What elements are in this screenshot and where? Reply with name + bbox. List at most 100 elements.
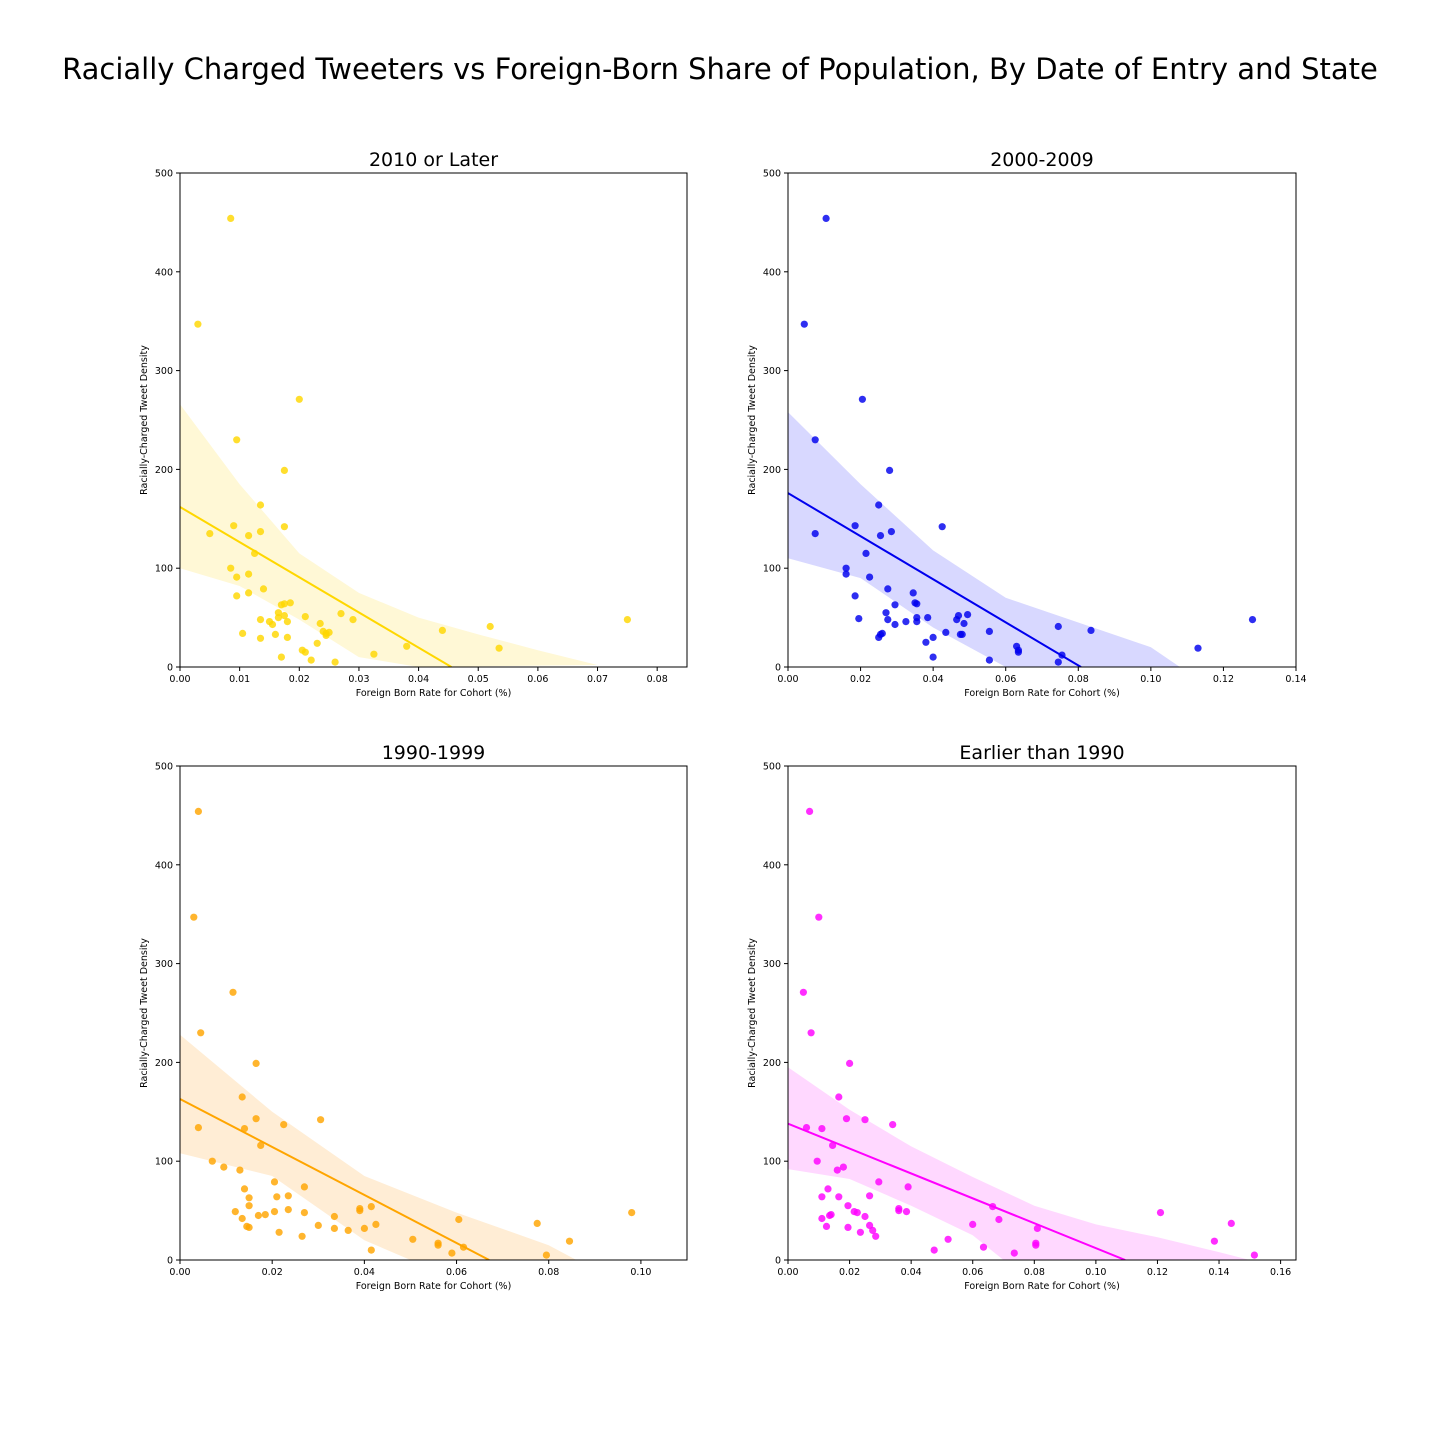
data-point — [252, 1059, 260, 1067]
data-point — [367, 1246, 375, 1254]
data-point — [230, 522, 238, 530]
x-axis-label: Foreign Born Rate for Cohort (%) — [964, 1281, 1120, 1292]
data-point — [330, 1224, 338, 1232]
y-tick-label: 500 — [155, 762, 173, 773]
regression-line — [180, 506, 452, 667]
panel-title: Earlier than 1990 — [959, 742, 1124, 764]
plot-area — [180, 214, 632, 667]
data-point — [270, 1208, 279, 1216]
data-point — [855, 615, 863, 623]
data-point — [1156, 1209, 1165, 1217]
data-point — [922, 638, 930, 646]
data-point — [985, 627, 994, 636]
y-axis-label: Racially-Charged Tweet Density — [139, 938, 150, 1088]
data-point — [1227, 1219, 1235, 1227]
data-point — [1032, 1241, 1040, 1249]
data-point — [277, 653, 285, 661]
data-point — [495, 644, 503, 652]
data-point — [245, 1223, 253, 1231]
x-tick-label: 0.00 — [777, 674, 798, 685]
data-point — [806, 807, 814, 816]
data-point — [254, 1211, 262, 1220]
data-point — [995, 1215, 1003, 1224]
data-point — [206, 530, 214, 538]
data-point — [280, 612, 288, 620]
data-point — [853, 1209, 861, 1217]
data-point — [356, 1207, 364, 1215]
data-point — [280, 523, 288, 531]
data-point — [256, 528, 265, 536]
data-point — [1054, 658, 1062, 666]
data-point — [875, 501, 883, 509]
x-axis-label: Foreign Born Rate for Cohort (%) — [964, 688, 1120, 699]
x-tick-label: 0.04 — [923, 674, 944, 685]
data-point — [964, 611, 972, 619]
data-point — [229, 988, 237, 996]
data-point — [884, 585, 892, 593]
data-point — [349, 616, 357, 624]
plot-area — [788, 214, 1257, 667]
axes-frame — [179, 172, 688, 668]
data-point — [240, 1185, 249, 1193]
x-tick-label: 0.08 — [1024, 1267, 1045, 1278]
y-tick-label: 100 — [155, 1157, 173, 1168]
x-tick-label: 0.00 — [169, 674, 190, 685]
data-point — [301, 613, 309, 621]
y-tick-label: 200 — [155, 1058, 173, 1069]
data-point — [233, 573, 241, 581]
data-point — [844, 1202, 852, 1210]
y-tick-label: 200 — [155, 465, 173, 476]
axes-frame — [787, 765, 1297, 1261]
data-point — [886, 466, 894, 474]
data-point — [913, 600, 921, 608]
x-tick-label: 0.06 — [446, 1267, 467, 1278]
panel-title: 2010 or Later — [369, 149, 498, 171]
data-point — [842, 570, 850, 578]
data-point — [813, 1157, 821, 1165]
data-point — [337, 610, 345, 618]
data-point — [1010, 1249, 1018, 1257]
data-point — [835, 1193, 843, 1201]
data-point — [284, 1206, 292, 1214]
data-point — [271, 630, 279, 639]
data-point — [283, 633, 291, 642]
data-point — [301, 648, 309, 656]
chart-panel-4: 0.00 0.02 0.04 0.06 0.08 0.10 0.12 0.14 0.16 0 100… — [747, 742, 1297, 1292]
data-point — [300, 1183, 308, 1191]
data-point — [231, 1208, 239, 1216]
data-point — [233, 436, 241, 444]
data-point — [240, 1125, 249, 1133]
data-point — [286, 599, 294, 607]
y-tick-label: 200 — [763, 465, 781, 476]
data-point — [861, 1212, 869, 1221]
data-point — [866, 1192, 874, 1200]
data-point — [330, 1212, 338, 1221]
data-point — [245, 1194, 253, 1202]
y-tick-label: 400 — [155, 860, 173, 871]
data-point — [895, 1207, 903, 1215]
data-point — [238, 1093, 246, 1101]
confidence-band — [180, 404, 598, 667]
data-point — [889, 1121, 897, 1129]
data-point — [856, 1228, 865, 1236]
data-point — [884, 616, 892, 624]
y-tick-label: 300 — [155, 366, 173, 377]
data-point — [815, 913, 823, 921]
panel-title: 1990-1999 — [382, 742, 486, 764]
data-point — [245, 532, 253, 540]
data-point — [851, 592, 859, 600]
data-point — [876, 532, 885, 540]
x-tick-label: 0.10 — [1140, 674, 1161, 685]
data-point — [1210, 1237, 1218, 1245]
data-point — [924, 614, 932, 622]
y-tick-label: 400 — [155, 267, 173, 278]
data-point — [227, 564, 235, 572]
data-point — [872, 1232, 880, 1240]
regression-line — [788, 1122, 1126, 1260]
y-axis-label: Racially-Charged Tweet Density — [747, 938, 758, 1088]
data-point — [542, 1251, 551, 1259]
x-tick-label: 0.02 — [262, 1267, 283, 1278]
data-point — [295, 395, 303, 403]
data-point — [1250, 1251, 1258, 1259]
confidence-band — [788, 1067, 1250, 1260]
